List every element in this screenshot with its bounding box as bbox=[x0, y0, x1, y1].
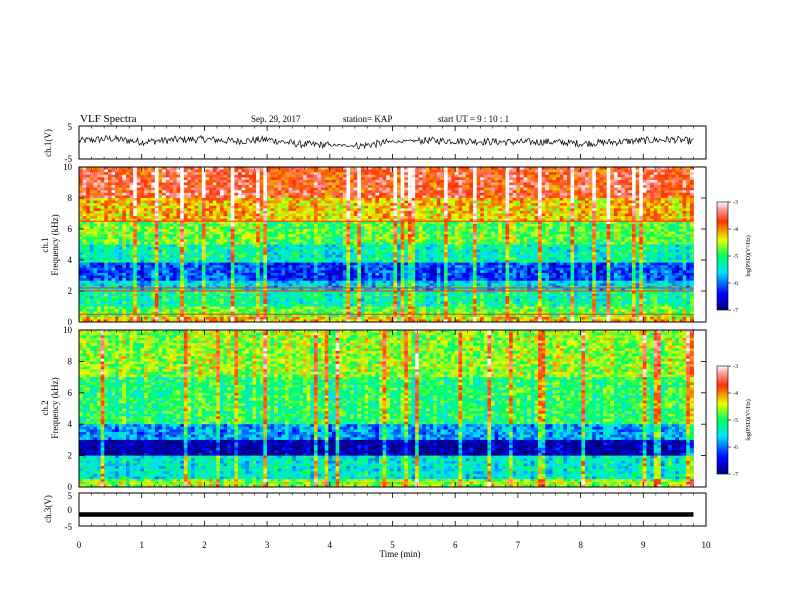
colorbar-tick-label: -5 bbox=[733, 254, 738, 260]
ch1-ylabel: ch.1(V) bbox=[43, 129, 53, 157]
colorbar-tick-label: -7 bbox=[733, 308, 738, 314]
ch1-spec-ylabel-freq: Frequency (kHz) bbox=[50, 214, 60, 275]
ch3-ylabel: ch.3(V) bbox=[43, 495, 53, 523]
spec-ytick-label: 0 bbox=[68, 317, 73, 327]
x-tick-label: 4 bbox=[328, 540, 333, 550]
date-label: Sep. 29, 2017 bbox=[251, 114, 301, 124]
ch1-colorbar: -3 -4 -5 -6 -7 log(PSD)(V²/Hz) bbox=[716, 200, 752, 314]
spec-ytick-label: 4 bbox=[68, 255, 73, 265]
colorbar-tick-label: -7 bbox=[733, 472, 738, 478]
colorbar-tick-label: -5 bbox=[733, 418, 738, 424]
x-axis-label: Time (min) bbox=[380, 549, 421, 559]
spec-ytick-label: 0 bbox=[68, 482, 73, 492]
x-tick-label: 10 bbox=[702, 540, 712, 550]
x-tick-label: 0 bbox=[77, 540, 82, 550]
spec-ytick-label: 2 bbox=[68, 451, 73, 461]
x-tick-label: 8 bbox=[578, 540, 583, 550]
ch2-spectrogram-panel: 0 2 4 6 8 10 ch.2 Frequency (kHz) bbox=[40, 325, 707, 492]
spec-ytick-label: 6 bbox=[68, 224, 73, 234]
x-tick-label: 2 bbox=[202, 540, 207, 550]
ch3-ytick-bottom: -5 bbox=[65, 522, 73, 532]
spec-ytick-label: 8 bbox=[68, 356, 73, 366]
ch2-colorbar-label: log(PSD)(V²/Hz) bbox=[745, 399, 752, 440]
ch1-colorbar-label: log(PSD)(V²/Hz) bbox=[745, 235, 752, 276]
colorbar-tick-label: -4 bbox=[733, 391, 738, 397]
x-tick-labels: 0 1 2 3 4 5 6 7 8 9 10 bbox=[77, 540, 711, 550]
ch2-spec-ylabel-freq: Frequency (kHz) bbox=[50, 377, 60, 438]
ch1-waveform-panel: 5 -5 ch.1(V) bbox=[43, 122, 707, 164]
spec-ytick-label: 4 bbox=[68, 419, 73, 429]
colorbar-tick-label: -3 bbox=[733, 200, 738, 206]
ch1-ytick-top: 5 bbox=[68, 122, 73, 132]
ch1-spectrogram-panel: 0 2 4 6 8 10 ch.1 Frequency (kHz) bbox=[40, 162, 707, 327]
ch3-ytick-mid: 0 bbox=[68, 505, 73, 515]
start-time-label: start UT = 9 : 10 : 1 bbox=[438, 114, 509, 124]
ch3-ytick-top: 5 bbox=[68, 491, 73, 501]
colorbar-tick-label: -3 bbox=[733, 364, 738, 370]
spec-ytick-label: 8 bbox=[68, 193, 73, 203]
x-tick-label: 3 bbox=[265, 540, 270, 550]
x-tick-label: 6 bbox=[453, 540, 458, 550]
ch2-spec-ylabel: ch.2 bbox=[40, 400, 50, 415]
x-tick-label: 9 bbox=[641, 540, 646, 550]
x-tick-label: 1 bbox=[139, 540, 144, 550]
figure-title: VLF Spectra bbox=[80, 113, 137, 125]
spec-ytick-label: 2 bbox=[68, 286, 73, 296]
ch1-spec-ylabel: ch.1 bbox=[40, 237, 50, 252]
station-label: station= KAP bbox=[343, 114, 392, 124]
x-tick-label: 5 bbox=[390, 540, 395, 550]
colorbar-tick-label: -6 bbox=[733, 445, 738, 451]
ch1-waveform-line bbox=[79, 134, 694, 150]
ch1-ytick-bottom: -5 bbox=[65, 154, 73, 164]
spec-ytick-label: 10 bbox=[63, 162, 73, 172]
x-tick-label: 7 bbox=[516, 540, 521, 550]
spec-ytick-label: 10 bbox=[63, 325, 73, 335]
ch2-colorbar: -3 -4 -5 -6 -7 log(PSD)(V²/Hz) bbox=[716, 364, 752, 478]
spec-ytick-label: 6 bbox=[68, 388, 73, 398]
ch3-waveform-panel: 5 0 -5 ch.3(V) bbox=[43, 491, 707, 532]
colorbar-tick-label: -4 bbox=[733, 227, 738, 233]
colorbar-tick-label: -6 bbox=[733, 281, 738, 287]
